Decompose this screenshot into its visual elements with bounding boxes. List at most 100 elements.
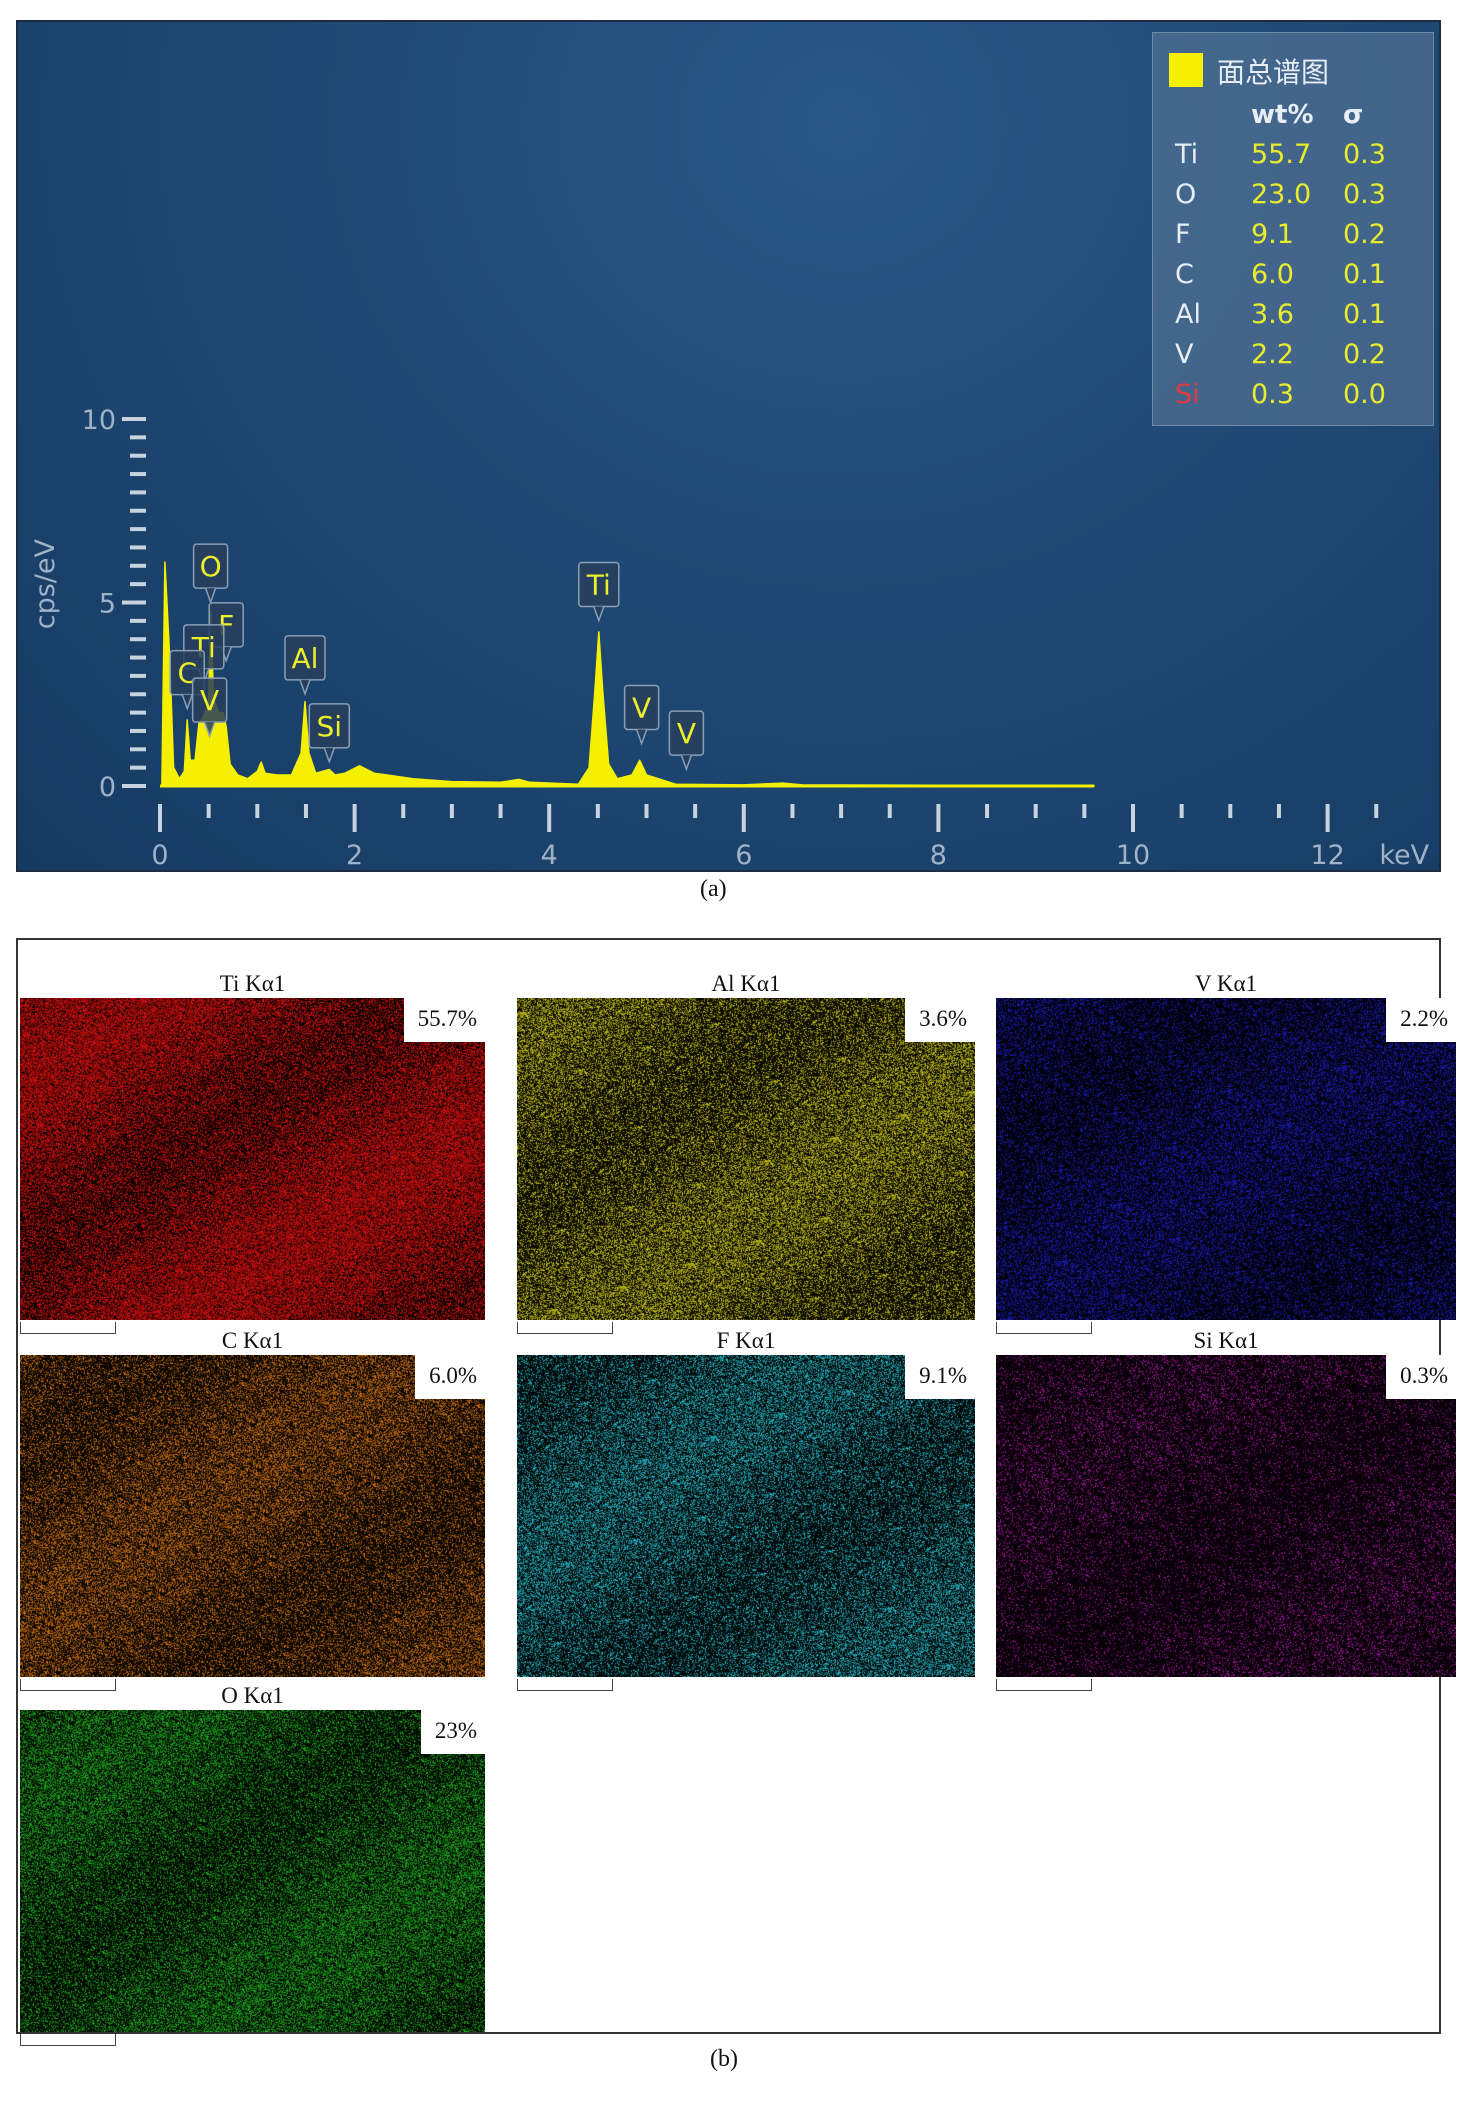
peak-label-pointer bbox=[204, 587, 217, 605]
scale-bar bbox=[517, 1679, 613, 1691]
peak-label-pointer bbox=[323, 747, 336, 765]
element-map-tile: Ti Kα1 55.7% bbox=[20, 970, 485, 1340]
legend-sigma-value: 0.1 bbox=[1343, 299, 1386, 330]
x-tick-label: 8 bbox=[930, 840, 947, 870]
peak-label-pointer bbox=[299, 679, 311, 697]
legend-sigma-value: 0.1 bbox=[1343, 259, 1386, 290]
legend-sigma-value: 0.3 bbox=[1343, 179, 1386, 210]
peak-label-pointer bbox=[680, 754, 693, 772]
element-map-title: O Kα1 bbox=[221, 1683, 284, 1708]
legend-wt-value: 3.6 bbox=[1251, 299, 1294, 330]
peak-label-text: Al bbox=[292, 642, 319, 675]
legend-row-ti: Ti 55.7 0.3 bbox=[1153, 139, 1433, 179]
y-tick-label: 10 bbox=[82, 405, 116, 436]
element-map-tile: F Kα1 9.1% bbox=[517, 1327, 975, 1697]
legend-swatch bbox=[1169, 53, 1203, 87]
scale-bar bbox=[996, 1322, 1092, 1334]
legend-sigma-value: 0.2 bbox=[1343, 219, 1386, 250]
legend-wt-value: 55.7 bbox=[1251, 139, 1312, 170]
peak-label-text: V bbox=[677, 717, 696, 750]
legend-sigma-value: 0.2 bbox=[1343, 339, 1386, 370]
element-map-tile: C Kα1 6.0% bbox=[20, 1327, 485, 1697]
element-map-tile: V Kα1 2.2% bbox=[996, 970, 1456, 1340]
peak-label: Al bbox=[284, 635, 326, 697]
element-map-percent: 23% bbox=[420, 1710, 485, 1754]
y-tick-label: 5 bbox=[99, 589, 116, 620]
element-map-image bbox=[20, 1710, 485, 2032]
legend-wt-value: 0.3 bbox=[1251, 379, 1294, 410]
y-tick-label: 0 bbox=[99, 772, 116, 803]
x-tick-label: 0 bbox=[151, 840, 168, 870]
element-map-image bbox=[996, 998, 1456, 1320]
x-axis-label: keV bbox=[1379, 840, 1429, 870]
peak-label-text: V bbox=[200, 684, 219, 717]
legend-element: Si bbox=[1175, 379, 1200, 410]
element-map-title: Al Kα1 bbox=[711, 971, 781, 996]
legend-wt-value: 6.0 bbox=[1251, 259, 1294, 290]
legend-row-v: V 2.2 0.2 bbox=[1153, 339, 1433, 379]
legend-element: C bbox=[1175, 259, 1194, 290]
x-tick-label: 2 bbox=[346, 840, 363, 870]
legend-element: O bbox=[1175, 179, 1197, 210]
peak-label: Si bbox=[308, 703, 351, 765]
peak-label: V bbox=[623, 684, 660, 746]
element-map-percent: 55.7% bbox=[403, 998, 485, 1042]
element-map-title: C Kα1 bbox=[221, 1328, 284, 1353]
element-map-tile: Al Kα1 3.6% bbox=[517, 970, 975, 1340]
legend-wt-value: 23.0 bbox=[1251, 179, 1312, 210]
x-tick-label: 10 bbox=[1116, 840, 1150, 870]
element-map-title: F Kα1 bbox=[716, 1328, 776, 1353]
spectrum-series bbox=[161, 561, 1095, 787]
legend-sigma-value: 0.0 bbox=[1343, 379, 1386, 410]
scale-bar bbox=[20, 1679, 116, 1691]
legend-wt-value: 2.2 bbox=[1251, 339, 1294, 370]
element-map-image bbox=[20, 1355, 485, 1677]
legend-row-al: Al 3.6 0.1 bbox=[1153, 299, 1433, 339]
element-map-title: V Kα1 bbox=[1194, 971, 1258, 996]
element-map-image bbox=[517, 998, 975, 1320]
legend-element: Ti bbox=[1175, 139, 1199, 170]
x-tick-label: 6 bbox=[735, 840, 752, 870]
peak-label-pointer bbox=[181, 694, 193, 711]
legend-element: F bbox=[1175, 219, 1191, 250]
caption-a: (a) bbox=[700, 876, 727, 902]
caption-b: (b) bbox=[710, 2046, 738, 2072]
element-map-image bbox=[996, 1355, 1456, 1677]
legend-row-f: F 9.1 0.2 bbox=[1153, 219, 1433, 259]
element-map-tile: O Kα1 23% bbox=[20, 1682, 485, 2052]
peak-label: V bbox=[668, 710, 705, 772]
legend-element: Al bbox=[1175, 299, 1201, 330]
legend-col-wt: wt% bbox=[1251, 100, 1314, 130]
element-map-percent: 3.6% bbox=[905, 998, 975, 1042]
x-tick-label: 12 bbox=[1310, 840, 1344, 870]
element-map-title: Si Kα1 bbox=[1193, 1328, 1259, 1353]
peak-label-pointer bbox=[203, 721, 216, 739]
peak-label-text: Si bbox=[317, 710, 343, 743]
element-map-percent: 9.1% bbox=[905, 1355, 975, 1399]
element-map-percent: 2.2% bbox=[1386, 998, 1456, 1042]
spectrum-legend: 面总谱图 wt% σ Ti 55.7 0.3 O 23.0 0.3 F 9.1 0.2 C 6.0 0… bbox=[1152, 32, 1434, 426]
peak-label: Ti bbox=[578, 561, 620, 623]
legend-row-si: Si 0.3 0.0 bbox=[1153, 379, 1433, 419]
scale-bar bbox=[517, 1322, 613, 1334]
y-axis-label: cps/eV bbox=[30, 539, 61, 630]
legend-col-sigma: σ bbox=[1343, 100, 1364, 130]
peak-label-text: O bbox=[200, 550, 222, 583]
legend-title: 面总谱图 bbox=[1217, 56, 1330, 89]
legend-row-c: C 6.0 0.1 bbox=[1153, 259, 1433, 299]
x-tick-label: 4 bbox=[541, 840, 558, 870]
eds-spectrum-panel: 0 5 10 cps/eV 0 2 4 6 8 10 12 keV O F Ti C V Al Si Ti V V 面总谱… bbox=[16, 20, 1441, 872]
element-map-image bbox=[20, 998, 485, 1320]
element-map-title: Ti Kα1 bbox=[219, 971, 286, 996]
legend-sigma-value: 0.3 bbox=[1343, 139, 1386, 170]
peak-label-pointer bbox=[635, 729, 648, 746]
scale-bar bbox=[20, 1322, 116, 1334]
scale-bar bbox=[996, 1679, 1092, 1691]
element-map-image bbox=[517, 1355, 975, 1677]
legend-element: V bbox=[1175, 339, 1194, 370]
element-map-percent: 0.3% bbox=[1386, 1355, 1456, 1399]
element-map-percent: 6.0% bbox=[415, 1355, 485, 1399]
peak-label: O bbox=[192, 543, 229, 605]
peak-label-pointer bbox=[593, 606, 605, 623]
